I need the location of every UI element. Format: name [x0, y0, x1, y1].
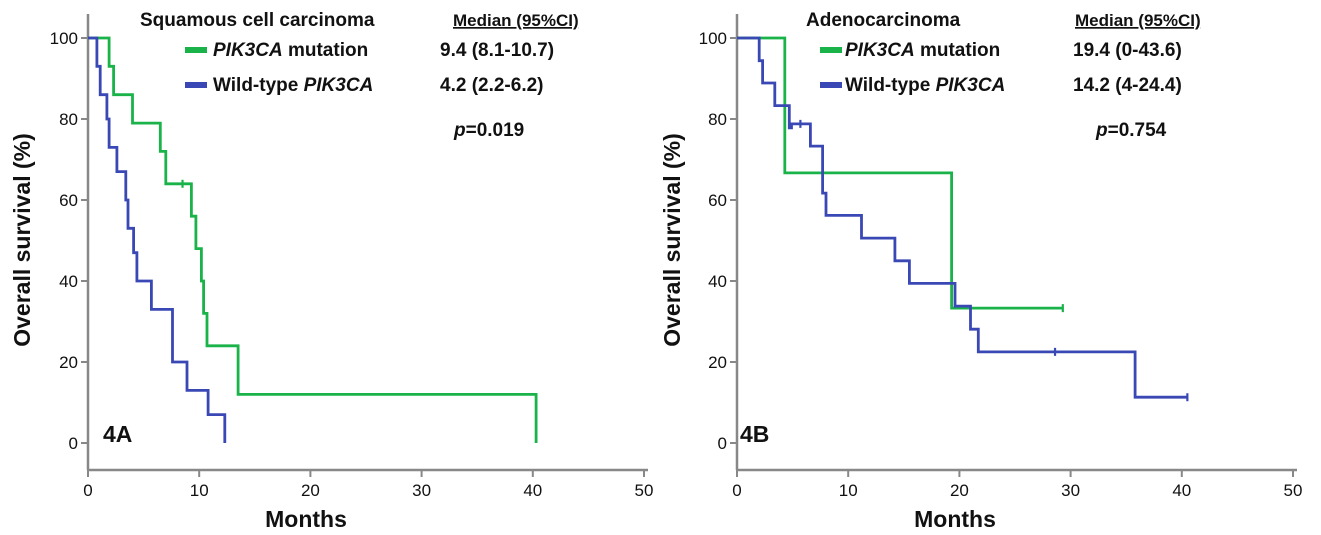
legend-median: 9.4 (8.1-10.7) [440, 40, 554, 61]
chart-title: Adenocarcinoma [806, 10, 961, 31]
panel-4a: 0 20 40 60 80 100 0 10 20 30 40 50 Months Overall sur… [9, 10, 653, 532]
y-tick-label: 60 [708, 191, 727, 210]
median-header: Median (95%CI) [1075, 11, 1201, 30]
x-tick-label: 30 [1061, 481, 1080, 500]
x-tick-label: 0 [732, 481, 741, 500]
legend-entry: PIK3CA mutation [845, 40, 1000, 61]
y-tick-label: 100 [699, 29, 727, 48]
x-tick-label: 0 [83, 481, 92, 500]
legend-median: 19.4 (0-43.6) [1073, 40, 1182, 61]
legend-median: 14.2 (4-24.4) [1073, 75, 1182, 96]
y-tick-label: 0 [718, 434, 727, 453]
y-tick-label: 0 [69, 434, 78, 453]
chart-title: Squamous cell carcinoma [140, 10, 375, 31]
x-axis-label: Months [265, 506, 347, 532]
x-tick-label: 50 [1284, 481, 1303, 500]
x-tick-label: 20 [950, 481, 969, 500]
x-tick-label: 20 [301, 481, 320, 500]
p-value: p=0.019 [453, 120, 524, 141]
wildtype-survival-curve [737, 36, 1188, 399]
x-tick-label: 30 [412, 481, 431, 500]
y-tick-label: 100 [50, 29, 78, 48]
y-axis-label: Overall survival (%) [659, 133, 685, 347]
y-tick-label: 80 [59, 110, 78, 129]
x-tick-label: 10 [839, 481, 858, 500]
legend-entry: PIK3CA mutation [213, 40, 368, 61]
legend-entry: Wild-type PIK3CA [213, 75, 373, 96]
y-tick-label: 20 [59, 353, 78, 372]
y-tick-label: 40 [59, 272, 78, 291]
x-tick-label: 40 [523, 481, 542, 500]
panel-4b: 0 20 40 60 80 100 0 10 20 30 40 50 Months Overall sur… [659, 10, 1302, 532]
x-axis-label: Months [914, 506, 996, 532]
panel-label: 4A [103, 421, 132, 447]
y-tick-label: 40 [708, 272, 727, 291]
y-tick-label: 20 [708, 353, 727, 372]
x-tick-label: 10 [190, 481, 209, 500]
y-tick-label: 80 [708, 110, 727, 129]
x-tick-label: 50 [635, 481, 654, 500]
panel-label: 4B [740, 421, 769, 447]
y-tick-label: 60 [59, 191, 78, 210]
legend-median: 4.2 (2.2-6.2) [440, 75, 544, 96]
wildtype-survival-curve [88, 36, 227, 443]
legend-entry: Wild-type PIK3CA [845, 75, 1005, 96]
x-tick-label: 40 [1172, 481, 1191, 500]
mutation-survival-curve [88, 36, 538, 443]
median-header: Median (95%CI) [453, 11, 579, 30]
p-value: p=0.754 [1095, 120, 1167, 141]
y-axis-label: Overall survival (%) [9, 133, 35, 347]
